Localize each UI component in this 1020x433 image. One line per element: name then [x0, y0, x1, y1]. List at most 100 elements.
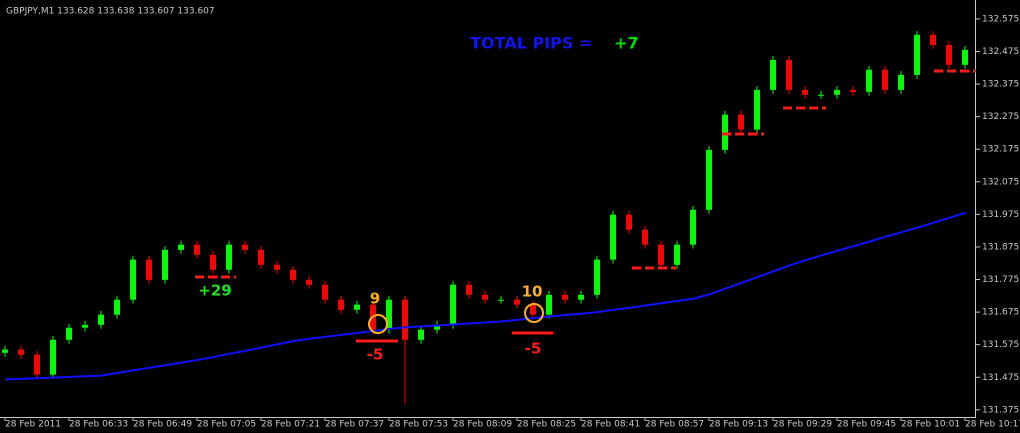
x-tick-label: 28 Feb 06:49	[133, 420, 192, 430]
x-tick-label: 28 Feb 06:33	[69, 420, 128, 430]
trade-result: -5	[367, 346, 384, 364]
candle-body	[562, 294, 568, 300]
x-tick-label: 28 Feb 07:53	[389, 420, 448, 430]
candle-body	[450, 284, 456, 325]
y-tick-label: 132.175	[982, 145, 1019, 155]
candle-body	[130, 259, 136, 300]
candle-body	[946, 44, 952, 65]
x-tick-label: 28 Feb 07:21	[261, 420, 320, 430]
y-tick-label: 132.075	[982, 177, 1019, 187]
y-tick-label: 132.275	[982, 112, 1019, 122]
candle-body	[226, 244, 232, 270]
candle-body	[322, 284, 328, 300]
x-tick-label: 28 Feb 09:45	[837, 420, 896, 430]
candle-body	[658, 244, 664, 265]
entry-circle	[524, 303, 544, 323]
candle-body	[386, 299, 392, 330]
x-tick-label: 28 Feb 08:09	[453, 420, 512, 430]
candle-body	[242, 244, 248, 250]
candle-body	[738, 114, 744, 130]
candle-body	[690, 209, 696, 245]
candle-body	[146, 259, 152, 280]
candle-body	[2, 349, 8, 353]
y-tick-label: 132.575	[982, 14, 1019, 24]
candle-body	[114, 299, 120, 315]
annotations: TOTAL PIPS = +7 +29 9 -5 10 -5	[195, 34, 976, 364]
candle-body	[546, 294, 552, 315]
candle-body	[578, 294, 584, 300]
candle-body	[274, 264, 280, 270]
candle-body	[882, 69, 888, 90]
trade-result: +29	[198, 282, 231, 300]
candle-body	[834, 89, 840, 95]
candle-body	[50, 339, 56, 375]
candle-body	[530, 304, 536, 315]
x-tick-label: 28 Feb 08:57	[645, 420, 704, 430]
y-tick-label: 132.375	[982, 80, 1019, 90]
candle-body	[338, 299, 344, 310]
candle-body	[962, 49, 968, 65]
candle-body	[786, 59, 792, 90]
candle-body	[610, 214, 616, 260]
candle-body	[162, 249, 168, 280]
candle-body	[642, 229, 648, 245]
candle-body	[194, 244, 200, 255]
candle-body	[706, 149, 712, 210]
candle-body	[898, 74, 904, 90]
candle-body	[178, 244, 184, 250]
candle-body	[498, 299, 504, 301]
candle-body	[722, 114, 728, 150]
y-tick-label: 131.475	[982, 373, 1019, 383]
trade-result: -5	[525, 340, 542, 358]
x-tick-label: 28 Feb 09:29	[773, 420, 832, 430]
entry-circle	[368, 314, 388, 334]
candle-body	[290, 269, 296, 280]
candle-body	[354, 304, 360, 310]
candle-body	[402, 299, 408, 340]
candle-body	[914, 34, 920, 75]
x-tick-label: 28 Feb 10:01	[901, 420, 960, 430]
candle-body	[434, 324, 440, 330]
candle-body	[802, 89, 808, 95]
y-tick-label: 131.775	[982, 275, 1019, 285]
candle-body	[34, 354, 40, 375]
candle-body	[98, 314, 104, 325]
candle-body	[770, 59, 776, 90]
y-tick-label: 132.475	[982, 47, 1019, 57]
candle-body	[514, 299, 520, 305]
y-tick-label: 131.875	[982, 242, 1019, 252]
x-tick-label: 28 Feb 2011	[5, 420, 61, 430]
y-tick-label: 131.675	[982, 308, 1019, 318]
x-tick-label: 28 Feb 07:05	[197, 420, 256, 430]
candle-body	[418, 329, 424, 340]
y-tick-label: 131.575	[982, 340, 1019, 350]
candle-body	[82, 324, 88, 328]
candle-body	[258, 249, 264, 265]
trade-count: 9	[370, 290, 380, 308]
trade-count: 10	[522, 283, 543, 301]
candle-body	[66, 327, 72, 340]
candle-body	[930, 34, 936, 45]
candle-body	[754, 89, 760, 130]
candle-body	[850, 89, 856, 92]
x-tick-label: 28 Feb 10:17	[965, 420, 1020, 430]
symbol-header: GBPJPY,M1 133.628 133.638 133.607 133.60…	[6, 7, 215, 17]
candle-body	[866, 69, 872, 92]
candle-body	[466, 284, 472, 295]
x-tick-label: 28 Feb 09:13	[709, 420, 768, 430]
candle-body	[210, 254, 216, 270]
y-tick-label: 131.375	[982, 405, 1019, 415]
candle-body	[18, 349, 24, 355]
moving-average	[4, 211, 966, 381]
candle-body	[674, 244, 680, 265]
candle-body	[594, 259, 600, 295]
candle-body	[482, 294, 488, 300]
candle-body	[306, 279, 312, 285]
x-tick-label: 28 Feb 08:25	[517, 420, 576, 430]
total-pips: +7	[614, 34, 639, 53]
x-tick-label: 28 Feb 08:41	[581, 420, 640, 430]
y-tick-label: 131.975	[982, 210, 1019, 220]
x-tick-label: 28 Feb 07:37	[325, 420, 384, 430]
